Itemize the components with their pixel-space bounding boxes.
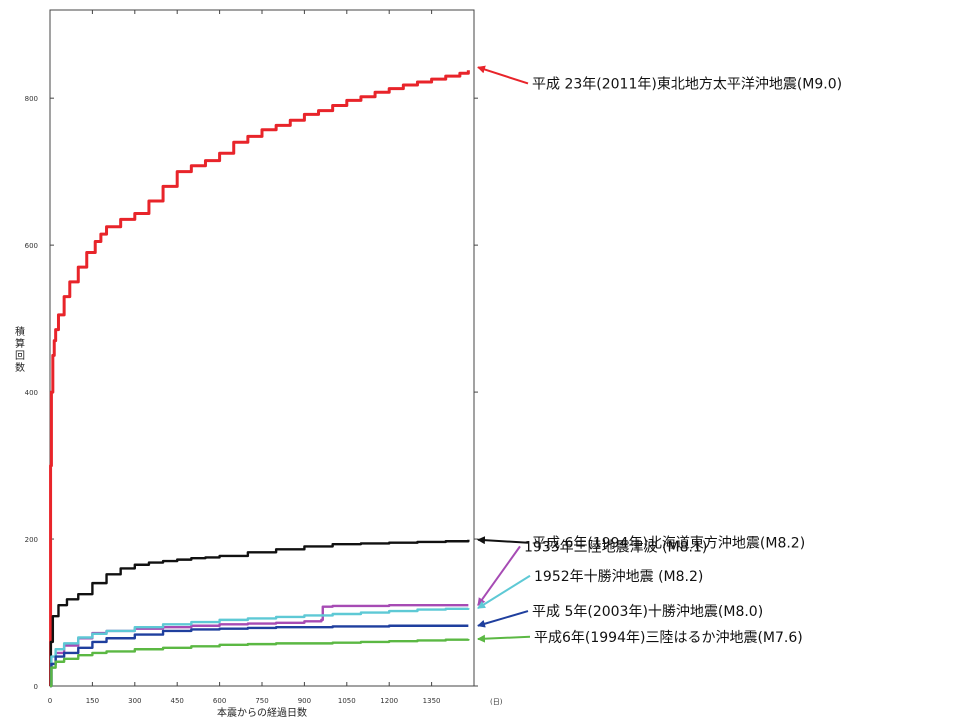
x-tick-label: 1050	[338, 697, 356, 705]
legend-label-4: 1952年十勝沖地震 (M8.2)	[534, 569, 703, 585]
x-tick-label: 600	[213, 697, 226, 705]
y-axis-title-char: 積	[15, 325, 25, 338]
x-tick-label: 450	[171, 697, 184, 705]
legend-arrow-4	[477, 574, 531, 609]
y-axis-title-char: 数	[15, 361, 25, 374]
x-tick-label: 300	[128, 697, 141, 705]
series-line-2	[49, 539, 470, 688]
y-tick-label: 200	[25, 536, 38, 544]
y-tick-label: 600	[25, 242, 38, 250]
plot-frame	[49, 9, 475, 687]
series-line-1	[49, 70, 470, 688]
x-tick-label: 900	[298, 697, 311, 705]
x-axis-title: 本震からの経過日数	[217, 706, 307, 719]
series-line-6	[50, 638, 470, 688]
x-tick-label: 1200	[380, 697, 398, 705]
y-tick-label: 400	[25, 389, 38, 397]
y-tick-label: 800	[25, 95, 38, 103]
legend-arrow-5	[477, 610, 529, 628]
legend-label-5: 平成 5年(2003年)十勝沖地震(M8.0)	[532, 604, 763, 620]
legend-label-2: 平成 6年(1994年)北海道東方沖地震(M8.2)	[532, 536, 805, 552]
x-tick-label: 0	[48, 697, 52, 705]
series-line-4	[50, 607, 470, 688]
axes	[49, 9, 475, 687]
y-axis-title-char: 算	[15, 337, 25, 350]
x-tick-label: 750	[255, 697, 268, 705]
legend-label-6: 平成6年(1994年)三陸はるか沖地震(M7.6)	[534, 630, 803, 646]
x-tick-label: 150	[86, 697, 99, 705]
legend-arrow-2	[477, 536, 529, 545]
x-axis-unit: (日)	[490, 698, 503, 706]
legend-arrow-1	[477, 65, 529, 85]
y-ticks: 0 200 400 600 800	[25, 95, 478, 691]
x-ticks: 0 150 300 450 600 750 900 1050 1200 1350	[48, 10, 441, 705]
y-axis-title-char: 回	[15, 350, 25, 362]
legend-arrow-6	[477, 634, 531, 643]
legend-label-1: 平成 23年(2011年)東北地方太平洋沖地震(M9.0)	[532, 76, 842, 92]
legend-arrow-3	[477, 545, 521, 606]
legend-label-3: 1933年三陸地震津波 (M8.1)	[524, 539, 707, 555]
series-lines	[49, 70, 470, 688]
y-tick-label: 0	[34, 683, 38, 691]
series-line-5	[50, 624, 469, 688]
x-tick-label: 1350	[423, 697, 441, 705]
legend: 平成 23年(2011年)東北地方太平洋沖地震(M9.0) 平成 6年(1994年…	[477, 65, 842, 646]
